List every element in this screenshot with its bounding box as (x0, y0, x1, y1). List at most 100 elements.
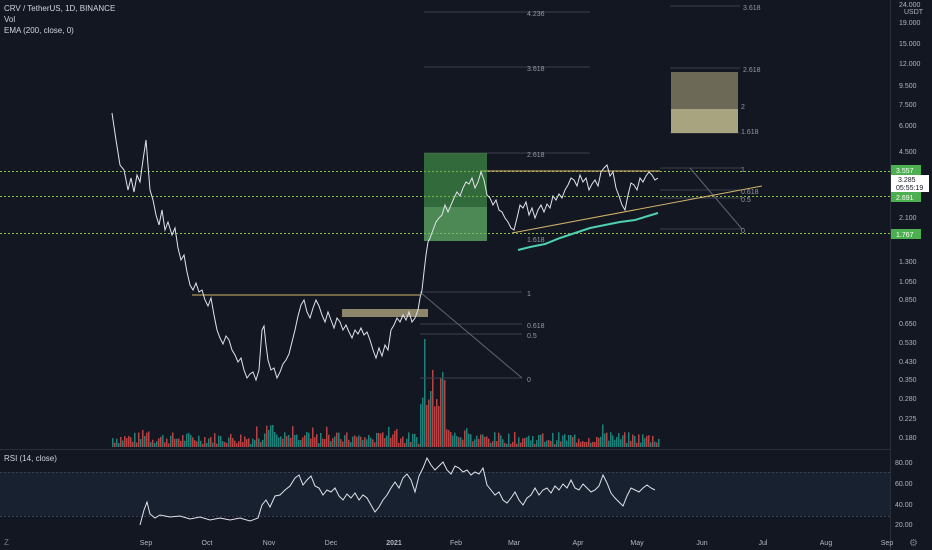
volume-bar (192, 437, 194, 447)
volume-bar (630, 440, 632, 447)
volume-bar (258, 438, 260, 447)
time-tick: Feb (450, 540, 462, 547)
price-tick: 4.500 (899, 149, 917, 156)
volume-bar (176, 438, 178, 447)
time-tick: Jun (696, 540, 707, 547)
volume-bar (620, 439, 622, 447)
green-zone-bottom (424, 207, 487, 241)
volume-bar (468, 433, 470, 447)
volume-bar (514, 432, 516, 447)
volume-bar (464, 430, 466, 447)
volume-bar (274, 432, 276, 447)
volume-bar (138, 432, 140, 447)
volume-bar (232, 438, 234, 447)
fib-right-label: 0.5 (741, 197, 751, 204)
volume-bar (330, 441, 332, 447)
time-tick: Sep (140, 540, 153, 547)
volume-bar (266, 425, 268, 447)
volume-bar (318, 443, 320, 447)
volume-bar (640, 442, 642, 447)
volume-bar (324, 439, 326, 447)
volume-bar (116, 438, 118, 447)
volume-bar (246, 439, 248, 447)
ema-line (517, 212, 659, 251)
volume-bar (488, 438, 490, 447)
volume-bar (218, 435, 220, 447)
volume-bar (442, 372, 444, 447)
volume-bar (140, 438, 142, 447)
volume-bar (296, 434, 298, 447)
volume-bar (462, 439, 464, 447)
volume-bar (268, 429, 270, 447)
volume-bar (554, 443, 556, 447)
volume-bar (132, 441, 134, 447)
volume-bar (614, 439, 616, 447)
volume-bar (490, 442, 492, 447)
volume-bar (252, 438, 254, 447)
rsi-tick-20: 20.00 (895, 522, 913, 529)
volume-bar (448, 430, 450, 447)
volume-bar (186, 433, 188, 447)
volume-bar (412, 433, 414, 447)
volume-bar (390, 437, 392, 447)
volume-bar (396, 429, 398, 447)
volume-bar (158, 438, 160, 447)
volume-bar (284, 432, 286, 447)
volume-bar (184, 440, 186, 447)
fib-extension-mid (424, 11, 590, 154)
volume-bar (392, 434, 394, 447)
volume-bar (382, 432, 384, 447)
volume-bar (656, 442, 658, 447)
volume-bar (516, 443, 518, 447)
volume-bar (118, 443, 120, 447)
volume-bar (334, 436, 336, 447)
volume-bar (426, 404, 428, 447)
volume-bar (444, 380, 446, 447)
volume-bar (432, 369, 434, 447)
fib-right-label: 2.618 (743, 67, 761, 74)
price-tick: 24.000 (899, 2, 921, 9)
current-price-bg (891, 175, 929, 192)
volume-bar (534, 443, 536, 447)
volume-bar (286, 436, 288, 447)
z-icon[interactable]: Z (4, 538, 9, 547)
volume-bar (228, 437, 230, 447)
volume-bar (572, 436, 574, 447)
volume-bar (114, 442, 116, 447)
volume-bar (260, 442, 262, 447)
fib-mid-label: 4.236 (527, 11, 545, 18)
volume-bar (226, 443, 228, 447)
volume-bar (154, 443, 156, 447)
volume-bar (374, 442, 376, 447)
fib-mid-label: 1.618 (527, 237, 545, 244)
gear-icon[interactable]: ⚙ (909, 538, 918, 549)
volume-bar (532, 436, 534, 447)
volume-bar (626, 442, 628, 447)
volume-bar (380, 433, 382, 447)
time-tick: Dec (325, 540, 338, 547)
fib-left-label: 1 (527, 291, 531, 298)
badge-2691-bg (891, 192, 921, 202)
volume-bar (126, 438, 128, 447)
volume-bar (482, 434, 484, 447)
price-tick: 12.000 (899, 61, 921, 68)
price-tick: 0.530 (899, 340, 917, 347)
rsi-tick-80: 80.00 (895, 460, 913, 467)
fib-right-label: 0 (741, 228, 745, 235)
volume-bar (350, 442, 352, 447)
volume-bar (528, 435, 530, 447)
volume-bar (446, 429, 448, 447)
volume-bar (574, 434, 576, 447)
volume-bar (420, 404, 422, 447)
fib-right-label: 0.618 (741, 189, 759, 196)
volume-bars (112, 339, 660, 447)
volume-bar (556, 440, 558, 447)
volume-bar (240, 434, 242, 447)
volume-bar (122, 440, 124, 447)
volume-bar (484, 436, 486, 447)
volume-bar (602, 424, 604, 447)
volume-bar (346, 432, 348, 447)
volume-bar (360, 436, 362, 447)
volume-bar (276, 434, 278, 447)
